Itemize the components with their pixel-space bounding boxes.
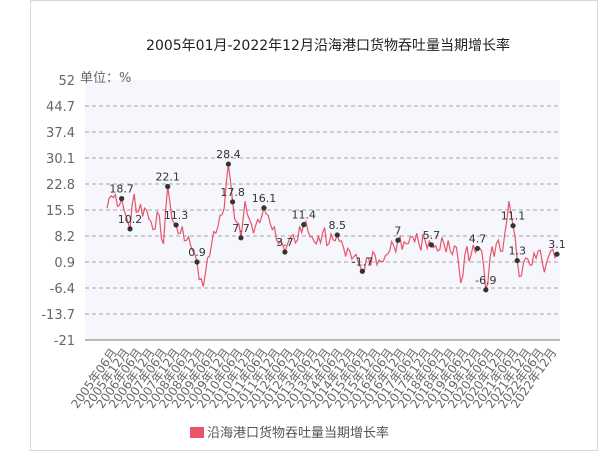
unit-label: 单位：% — [80, 71, 131, 86]
data-label: 3.7 — [276, 236, 294, 249]
y-tick-label: 0.9 — [54, 256, 75, 271]
data-label: 10.2 — [118, 213, 143, 226]
data-marker — [127, 226, 133, 232]
data-marker — [225, 161, 231, 167]
data-label: 0.9 — [188, 246, 206, 259]
data-marker — [261, 205, 267, 211]
data-marker — [165, 183, 171, 190]
data-label: 3.1 — [548, 238, 566, 251]
data-label: 28.4 — [216, 148, 241, 161]
data-marker — [173, 222, 179, 228]
data-marker — [238, 235, 244, 241]
y-tick-label: -21 — [54, 334, 75, 349]
data-marker — [334, 232, 340, 238]
y-tick-label: 30.1 — [46, 152, 75, 167]
data-label: 1.3 — [508, 245, 526, 258]
data-marker — [282, 249, 288, 255]
data-label: -1.7 — [352, 255, 373, 268]
data-label: 11.1 — [501, 210, 526, 223]
y-tick-label: -13.7 — [41, 308, 75, 323]
data-marker — [301, 222, 307, 228]
y-axis-ticks: 52 44.7 37.4 30.1 22.8 15.5 8.2 0.9 -6.4 -13.7 -21 — [41, 74, 75, 349]
data-label: 8.5 — [328, 219, 346, 232]
data-marker — [483, 287, 489, 293]
y-tick-label: 15.5 — [46, 204, 75, 219]
data-marker — [428, 242, 435, 248]
data-marker — [229, 199, 236, 205]
data-marker — [194, 259, 200, 265]
y-tick-label: 37.4 — [46, 126, 75, 141]
data-marker — [119, 196, 125, 202]
data-label: 22.1 — [155, 170, 180, 183]
data-label: 11.3 — [164, 209, 189, 222]
data-label: 18.7 — [109, 183, 134, 196]
data-labels: 18.7 10.2 22.1 11.3 0.9 28.4 17.8 7.7 16.1 3.7 11.… — [109, 148, 565, 287]
data-label: 17.8 — [220, 186, 245, 199]
data-marker — [359, 268, 365, 274]
y-tick-label: 52 — [58, 74, 75, 89]
data-label: 7 — [394, 224, 401, 237]
legend-entry: 沿海港口货物吞吐量当期增长率 — [207, 425, 389, 441]
y-tick-label: 8.2 — [54, 230, 75, 245]
data-label: 5.7 — [423, 229, 441, 242]
y-tick-label: 22.8 — [46, 178, 75, 193]
data-marker — [395, 237, 401, 243]
data-marker — [510, 223, 516, 229]
grid-lines — [85, 105, 560, 341]
x-axis-ticks: 2005年06月2005年12月2006年06月2006年12月2007年06月… — [68, 346, 559, 411]
data-marker — [554, 251, 560, 257]
data-marker — [514, 257, 520, 264]
data-marker — [474, 245, 481, 252]
data-label: 16.1 — [252, 192, 277, 205]
chart-title: 2005年01月-2022年12月沿海港口货物吞吐量当期增长率 — [146, 37, 510, 54]
y-tick-label: 44.7 — [46, 100, 75, 115]
data-label: 11.4 — [291, 209, 316, 222]
data-label: 7.7 — [232, 222, 250, 235]
data-label: -6.9 — [475, 274, 496, 287]
series-line — [106, 164, 558, 290]
y-tick-label: -6.4 — [50, 282, 75, 297]
data-markers — [119, 161, 560, 293]
data-label: 4.7 — [469, 232, 487, 245]
legend-swatch — [190, 427, 204, 438]
